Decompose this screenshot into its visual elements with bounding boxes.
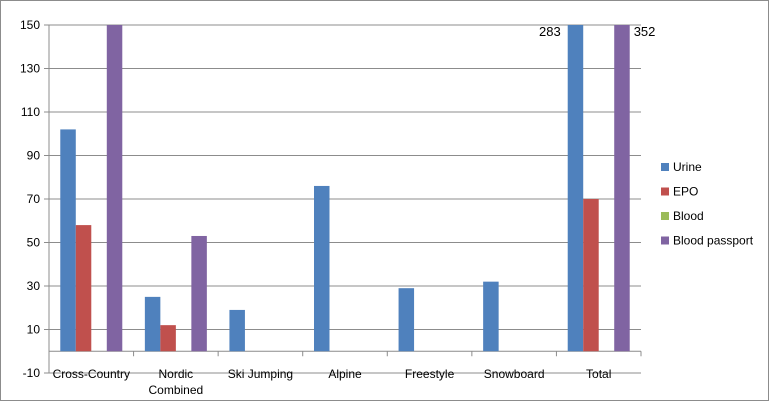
y-tick-label: 50 [27, 236, 41, 250]
bars [60, 25, 630, 352]
bar-epo [583, 199, 599, 352]
y-tick-label: -10 [23, 366, 41, 380]
x-category-label: Ski Jumping [228, 367, 293, 381]
x-category-label: Total [586, 367, 611, 381]
data-label: 352 [634, 24, 656, 39]
y-axis: -10 10 30 50 70 90 110 130 150 [20, 18, 50, 380]
bar-urine [483, 281, 499, 352]
y-tick-label: 130 [20, 62, 40, 76]
legend-label: Urine [673, 160, 702, 174]
bar-urine [229, 309, 245, 352]
bar-urine [144, 296, 161, 352]
legend-label: Blood passport [673, 234, 754, 248]
legend-swatch [661, 163, 669, 171]
data-label: 283 [539, 24, 561, 39]
bar-urine [398, 288, 415, 352]
bar-urine [60, 129, 76, 352]
y-tick-label: 110 [21, 105, 40, 119]
legend-label: EPO [673, 185, 698, 199]
y-tick-label: 10 [27, 323, 41, 337]
x-category-label: Alpine [328, 367, 362, 381]
y-tick-label: 30 [27, 279, 41, 293]
legend-swatch [661, 236, 669, 245]
y-tick-label: 70 [27, 192, 41, 206]
legend-swatch [661, 212, 669, 220]
y-tick-label: 150 [20, 18, 40, 32]
y-tick-label: 90 [27, 149, 41, 163]
x-category-label: Freestyle [405, 367, 455, 381]
x-category-label: Snowboard [484, 367, 545, 381]
x-axis: Cross-Country Nordic Combined Ski Jumping Al… [48, 350, 642, 397]
x-category-label: Nordic [159, 367, 194, 381]
legend-swatch [661, 187, 669, 196]
bar-epo [160, 325, 176, 352]
bar-blood-passport [614, 25, 630, 352]
bar-blood-passport [106, 25, 123, 352]
x-category-label: Combined [149, 383, 204, 397]
data-labels: 283 352 [539, 24, 655, 39]
x-category-label: Cross-Country [53, 367, 130, 381]
legend: Urine EPO Blood Blood passport [661, 160, 754, 248]
bar-urine [314, 185, 330, 352]
bar-urine [567, 25, 584, 352]
bar-blood-passport [191, 235, 207, 352]
bar-epo [75, 225, 92, 352]
legend-label: Blood [673, 209, 704, 223]
